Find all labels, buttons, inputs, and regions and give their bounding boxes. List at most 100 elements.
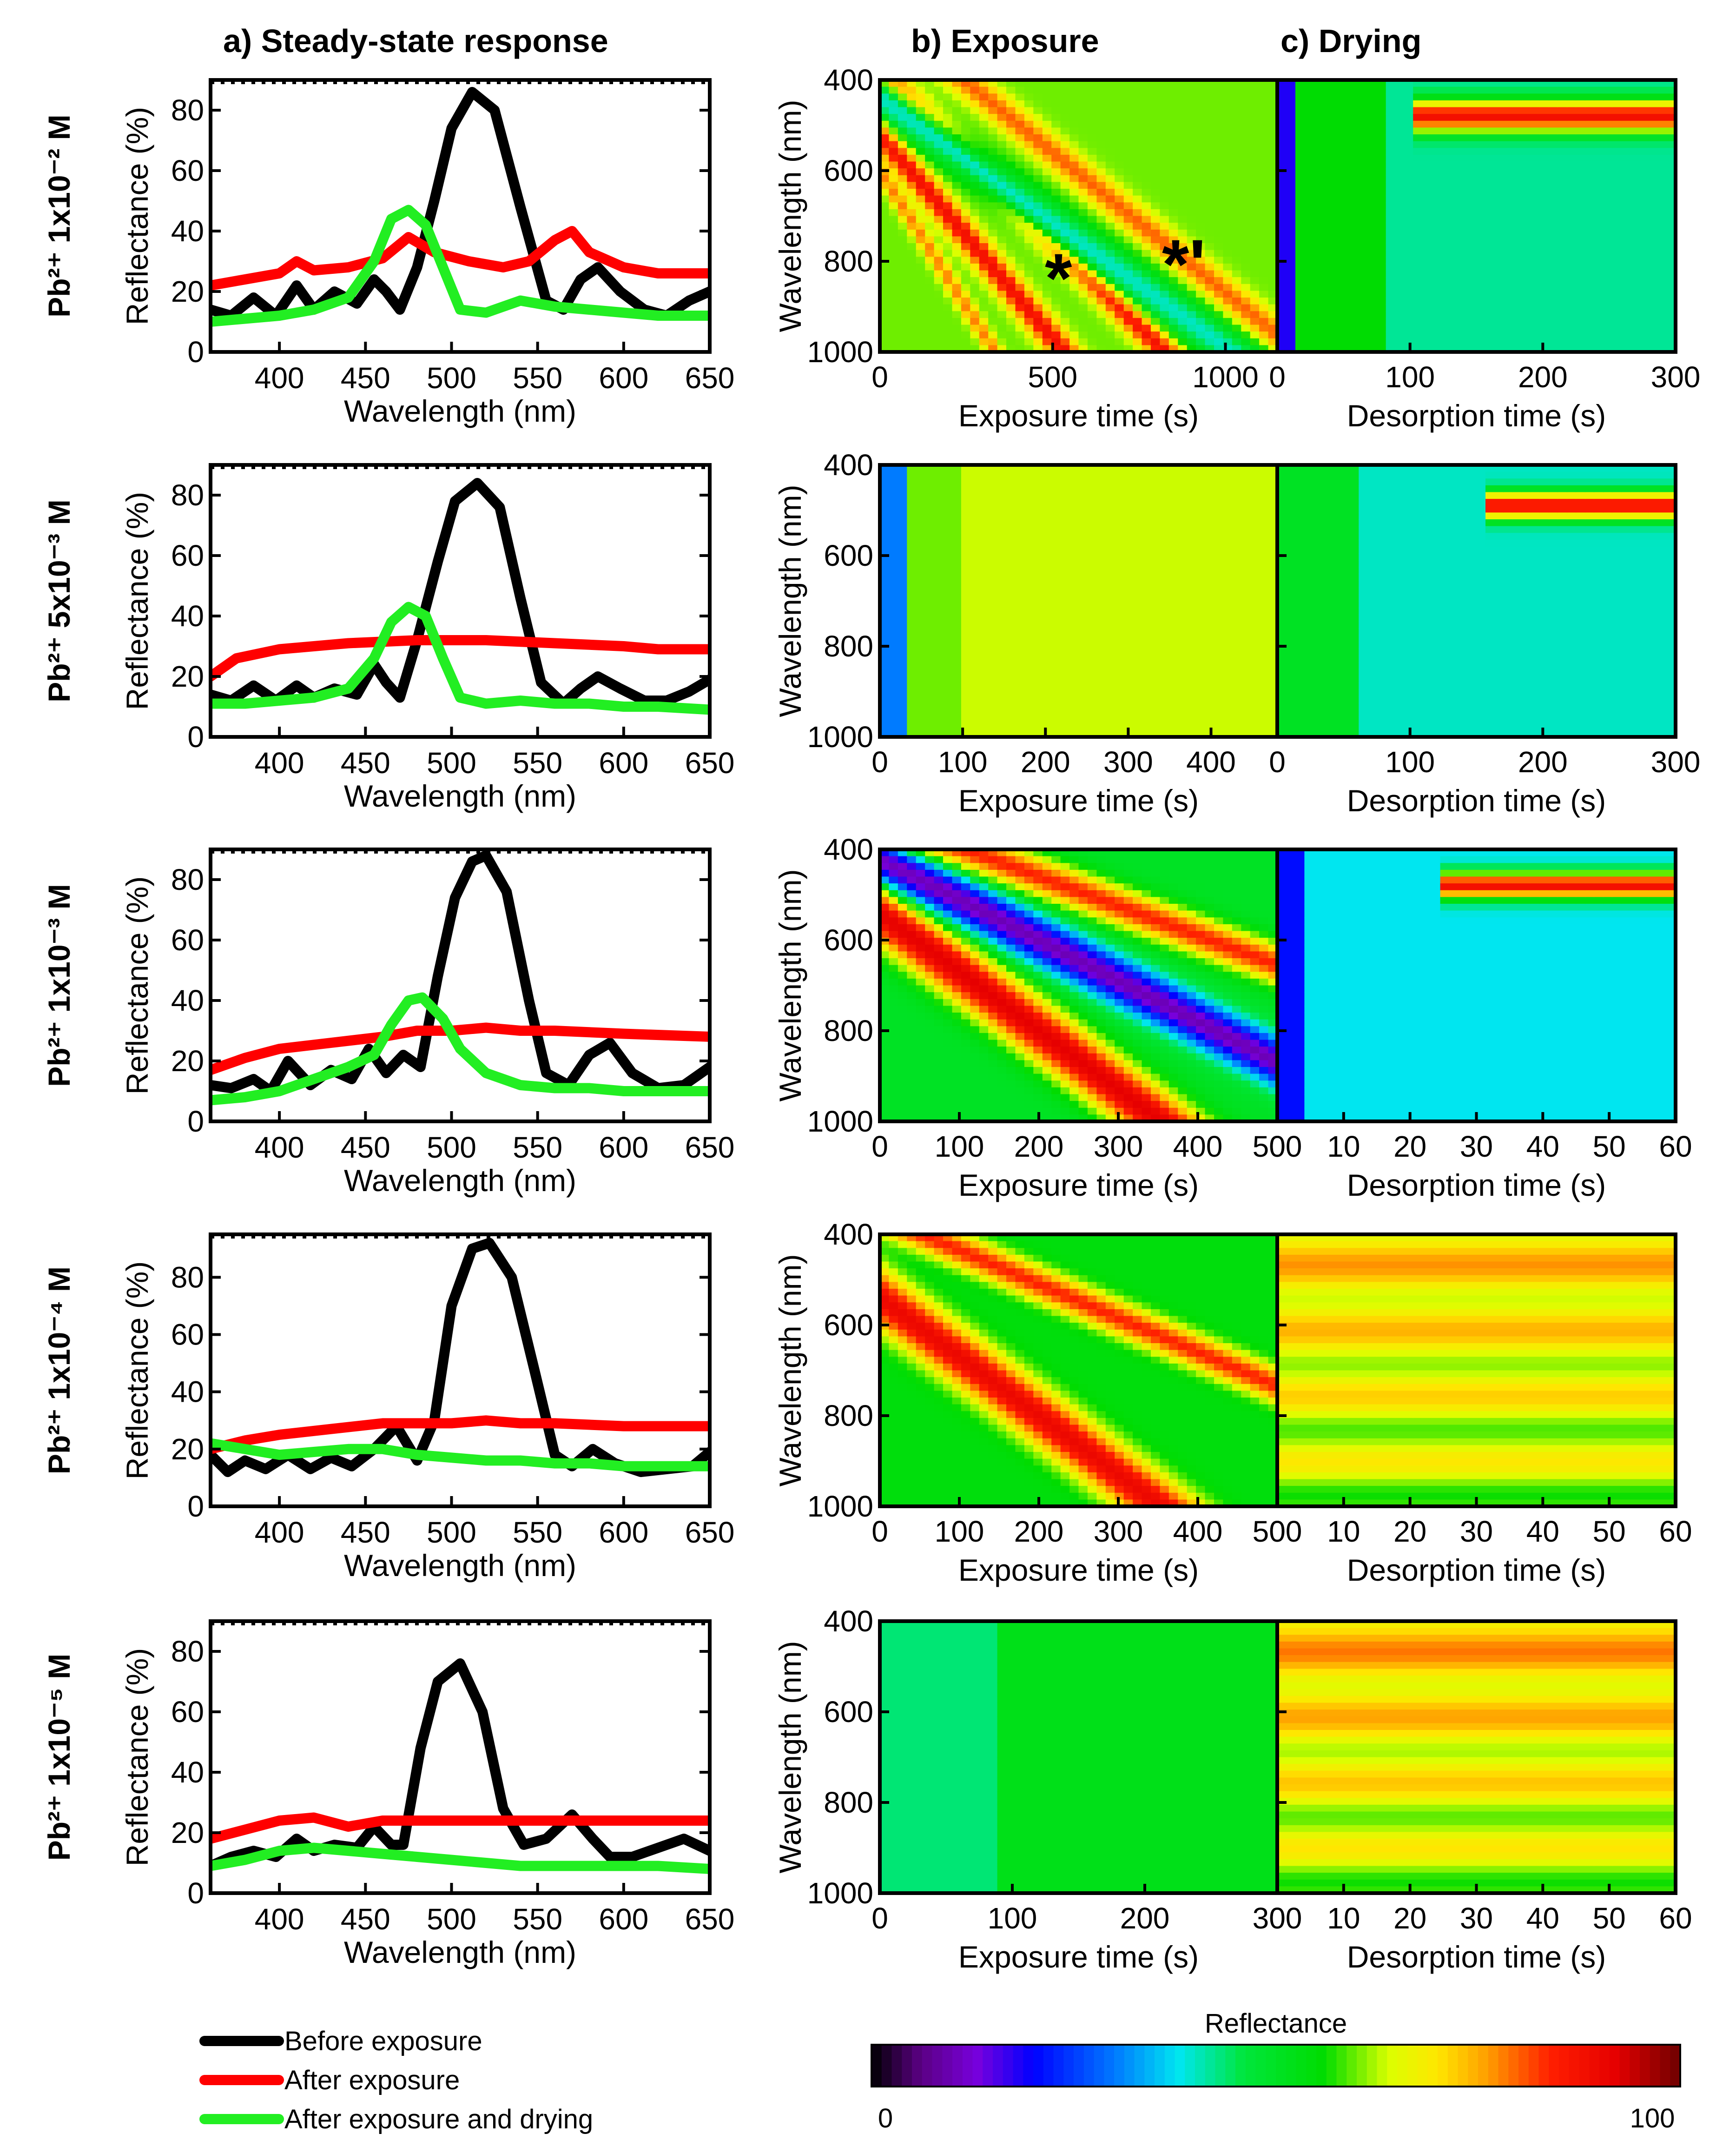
heatmap-cell — [1142, 264, 1151, 271]
heatmap-cell — [1133, 547, 1142, 554]
heatmap-cell — [1322, 189, 1332, 196]
heatmap-cell — [1477, 87, 1486, 94]
heatmap-cell — [1603, 134, 1613, 142]
heatmap-cell — [1350, 298, 1360, 305]
heatmap-cell — [1033, 338, 1043, 346]
heatmap-cell — [1024, 696, 1034, 703]
heatmap-cell — [1006, 703, 1016, 710]
heatmap-cell — [889, 478, 898, 486]
heatmap-cell — [1006, 236, 1016, 244]
heatmap-cell — [952, 485, 962, 493]
heatmap-cell — [1504, 325, 1513, 332]
heatmap-cell — [1160, 318, 1169, 325]
heatmap-cell — [1051, 148, 1061, 155]
heatmap-cell — [1196, 87, 1205, 94]
y-tick-label: 40 — [171, 1756, 204, 1789]
heatmap-cell — [1142, 127, 1151, 135]
heatmap-cell — [1540, 236, 1550, 244]
heatmap-cell — [1630, 318, 1640, 325]
heatmap-cell — [1594, 162, 1604, 169]
heatmap-cell — [997, 236, 1007, 244]
heatmap-cell — [1603, 93, 1613, 101]
heatmap-cell — [898, 628, 907, 636]
heatmap-cell — [1115, 710, 1124, 717]
heatmap-cell — [1016, 298, 1025, 305]
heatmap-cell — [934, 114, 944, 121]
heatmap-cell — [1314, 230, 1323, 237]
heatmap-cell — [1359, 250, 1368, 258]
heatmap-cell — [1142, 723, 1151, 731]
heatmap-cell — [952, 567, 962, 574]
x-tick-label: 500 — [427, 746, 476, 780]
heatmap-cell — [934, 141, 944, 149]
heatmap-cell — [1079, 492, 1088, 500]
heatmap-cell — [1449, 93, 1459, 101]
heatmap-cell — [1241, 305, 1250, 312]
heatmap-cell — [1169, 325, 1178, 332]
heatmap-cell — [952, 107, 962, 115]
heatmap-cell — [1016, 114, 1025, 121]
heatmap-cell — [916, 155, 925, 162]
heatmap-cell — [1124, 506, 1133, 513]
heatmap-cell — [979, 291, 989, 298]
heatmap-cell — [1133, 230, 1142, 237]
heatmap-cell — [1061, 662, 1070, 669]
heatmap-cell — [1115, 236, 1124, 244]
heatmap-cell — [1377, 107, 1386, 115]
heatmap-cell — [1440, 250, 1450, 258]
heatmap-cell — [1431, 250, 1441, 258]
heatmap-cell — [1531, 141, 1540, 149]
heatmap-cell — [1477, 284, 1486, 292]
heatmap-cell — [1504, 223, 1513, 230]
heatmap-cell — [1368, 298, 1378, 305]
heatmap-cell — [1639, 107, 1649, 115]
heatmap-cell — [1106, 547, 1115, 554]
heatmap-cell — [1467, 100, 1477, 108]
heatmap-cell — [1214, 148, 1223, 155]
heatmap-cell — [907, 338, 916, 346]
heatmap-cell — [1350, 121, 1360, 128]
heatmap-cell — [1440, 182, 1450, 189]
heatmap-cell — [889, 676, 898, 683]
heatmap-cell — [1332, 271, 1341, 278]
heatmap-cell — [1024, 271, 1034, 278]
heatmap-cell — [1395, 311, 1405, 318]
heatmap-cell — [1585, 284, 1595, 292]
heatmap-cell — [1223, 196, 1232, 203]
heatmap-cell — [1069, 689, 1079, 697]
heatmap-cell — [1051, 587, 1061, 595]
heatmap-cell — [907, 134, 916, 142]
heatmap-cell — [1006, 114, 1016, 121]
heatmap-cell — [1585, 318, 1595, 325]
heatmap-cell — [1069, 635, 1079, 643]
heatmap-cell — [1603, 291, 1613, 298]
heatmap-cell — [1096, 148, 1106, 155]
heatmap-cell — [1585, 325, 1595, 332]
heatmap-cell — [1603, 114, 1613, 121]
heatmap-cell — [1649, 134, 1658, 142]
heatmap-cell — [943, 723, 952, 731]
heatmap-cell — [979, 635, 989, 643]
heatmap-cell — [1359, 134, 1368, 142]
heatmap-cell — [1079, 716, 1088, 724]
heatmap-cell — [1422, 216, 1432, 224]
heatmap-cell — [1232, 189, 1241, 196]
heatmap-cell — [1431, 134, 1441, 142]
heatmap-cell — [1504, 93, 1513, 101]
heatmap-cell — [1043, 325, 1052, 332]
heatmap-cell — [925, 107, 934, 115]
heatmap-cell — [1241, 216, 1250, 224]
heatmap-cell — [1639, 162, 1649, 169]
heatmap-cell — [1340, 264, 1350, 271]
heatmap-cell — [1232, 236, 1241, 244]
heatmap-cell — [1377, 155, 1386, 162]
heatmap-cell — [1449, 277, 1459, 285]
heatmap-cell — [1495, 134, 1505, 142]
heatmap-cell — [1304, 223, 1314, 230]
heatmap-cell — [1016, 499, 1025, 506]
heatmap-cell — [1033, 209, 1043, 217]
heatmap-cell — [1205, 175, 1215, 183]
heatmap-cell — [952, 662, 962, 669]
heatmap-cell — [1115, 93, 1124, 101]
heatmap-cell — [952, 168, 962, 176]
